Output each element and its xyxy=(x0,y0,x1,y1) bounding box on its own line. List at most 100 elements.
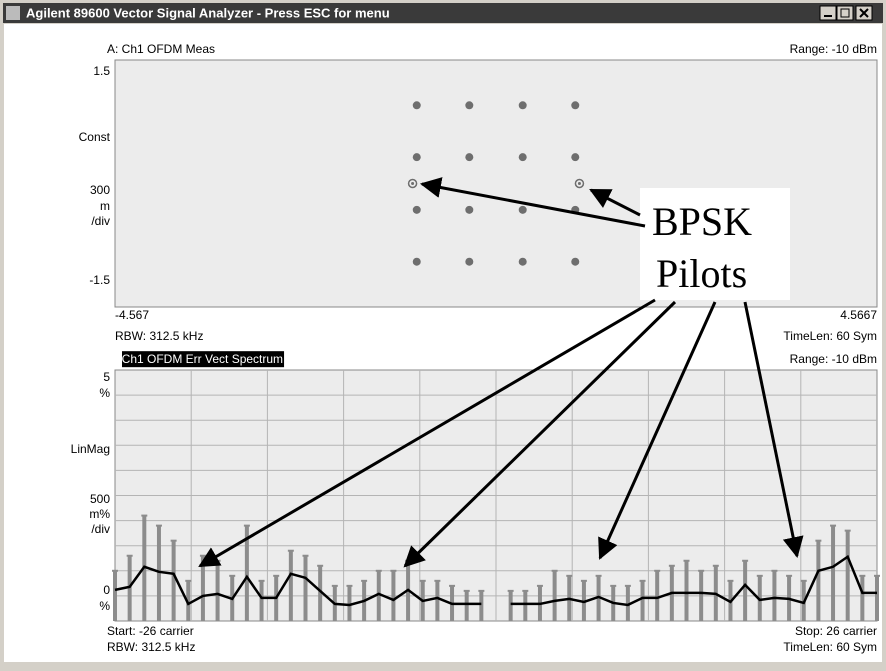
constellation-point xyxy=(412,101,421,110)
error-bar xyxy=(303,555,308,621)
constellation-point xyxy=(518,205,527,214)
error-bar xyxy=(127,555,132,621)
y-scale-label: Const xyxy=(79,130,111,144)
constellation-point xyxy=(518,101,527,110)
stop-label: Stop: 26 carrier xyxy=(795,624,877,638)
range-label: Range: -10 dBm xyxy=(790,42,877,56)
error-bar xyxy=(640,580,645,621)
error-bar xyxy=(215,560,220,621)
error-bar xyxy=(391,570,396,621)
y-tick-label: 0 xyxy=(103,583,110,597)
error-bar xyxy=(655,570,660,621)
footer-left: RBW: 312.5 kHz xyxy=(107,640,195,654)
error-bar xyxy=(596,575,601,621)
pilot-dot xyxy=(577,182,581,185)
error-bar xyxy=(200,555,205,621)
error-bar xyxy=(508,590,513,621)
error-bar xyxy=(772,570,777,621)
pilot-point xyxy=(574,178,585,189)
arrow xyxy=(743,301,804,559)
y-scale-label: /div xyxy=(91,214,110,228)
constellation-point xyxy=(465,257,474,266)
trace-header: A: Ch1 OFDM Meas xyxy=(107,42,215,56)
annotation-box xyxy=(640,188,790,300)
arrow xyxy=(598,301,717,560)
error-bar xyxy=(259,580,264,621)
constellation-point xyxy=(465,205,474,214)
y-scale-label: m xyxy=(100,199,110,213)
x-tick-label: 4.5667 xyxy=(840,308,877,322)
constellation-point xyxy=(465,153,474,162)
annotation-text: Pilots xyxy=(656,251,747,296)
y-tick-label: -1.5 xyxy=(89,273,110,287)
error-bar xyxy=(347,585,352,621)
error-bar xyxy=(845,530,850,621)
range-label: Range: -10 dBm xyxy=(790,352,877,366)
constellation-point xyxy=(518,153,527,162)
error-bar xyxy=(684,560,689,621)
error-bar xyxy=(318,565,323,621)
error-bar xyxy=(171,540,176,621)
error-bar xyxy=(699,570,704,621)
minimize-button[interactable] xyxy=(819,5,837,21)
y-scale-label: m% xyxy=(89,507,110,521)
constellation-point xyxy=(412,205,421,214)
constellation-point xyxy=(571,153,580,162)
footer-right: TimeLen: 60 Sym xyxy=(783,329,877,343)
y-scale-label: 500 xyxy=(90,492,110,506)
y-unit-label: % xyxy=(99,386,110,400)
footer-right: TimeLen: 60 Sym xyxy=(783,640,877,654)
constellation-point xyxy=(571,257,580,266)
error-bar xyxy=(376,570,381,621)
constellation-point xyxy=(412,257,421,266)
y-scale-label: 300 xyxy=(90,183,110,197)
x-tick-label: -4.567 xyxy=(115,308,149,322)
window-buttons xyxy=(819,5,873,21)
error-bar xyxy=(244,525,249,621)
title-bar xyxy=(3,3,883,23)
error-bar xyxy=(860,575,865,621)
charts: A: Ch1 OFDM Meas Range: -10 dBm 1.5 -1.5 Con… xyxy=(71,42,880,654)
error-bar xyxy=(435,580,440,621)
constellation-point xyxy=(518,257,527,266)
app-icon xyxy=(6,6,20,20)
y-unit-label: % xyxy=(99,599,110,613)
constellation-point xyxy=(412,153,421,162)
error-bar xyxy=(743,560,748,621)
constellation-point xyxy=(465,101,474,110)
annotation: BPSK Pilots xyxy=(198,177,804,568)
start-label: Start: -26 carrier xyxy=(107,624,194,638)
header-highlight xyxy=(122,351,285,368)
error-bar xyxy=(625,585,630,621)
error-bar xyxy=(552,570,557,621)
pilot-point xyxy=(407,178,418,189)
error-bar xyxy=(156,525,161,621)
error-bar xyxy=(831,525,836,621)
arrow xyxy=(403,300,677,568)
trace-line xyxy=(114,554,877,607)
arrow xyxy=(198,298,656,568)
error-bar xyxy=(288,550,293,621)
window-title: Agilent 89600 Vector Signal Analyzer - P… xyxy=(26,5,390,20)
trace-header: B: Ch1 OFDM Err Vect Spectrum xyxy=(107,352,283,366)
error-bar xyxy=(479,590,484,621)
maximize-button[interactable] xyxy=(836,5,854,21)
y-tick-label: 1.5 xyxy=(93,64,110,78)
maximize-icon xyxy=(840,8,850,18)
footer-left: RBW: 312.5 kHz xyxy=(115,329,203,343)
error-bar xyxy=(186,580,191,621)
y-tick-label: 5 xyxy=(103,370,110,384)
error-bar xyxy=(816,540,821,621)
y-scale-label: LinMag xyxy=(71,442,110,456)
pilot-dot xyxy=(411,182,415,185)
error-bar xyxy=(875,575,879,621)
y-scale-label: /div xyxy=(91,522,110,536)
arrow xyxy=(419,177,646,228)
close-icon xyxy=(859,8,869,18)
annotation-text: BPSK xyxy=(652,199,752,244)
constellation-point xyxy=(571,101,580,110)
error-bar xyxy=(464,590,469,621)
arrow xyxy=(589,188,641,217)
